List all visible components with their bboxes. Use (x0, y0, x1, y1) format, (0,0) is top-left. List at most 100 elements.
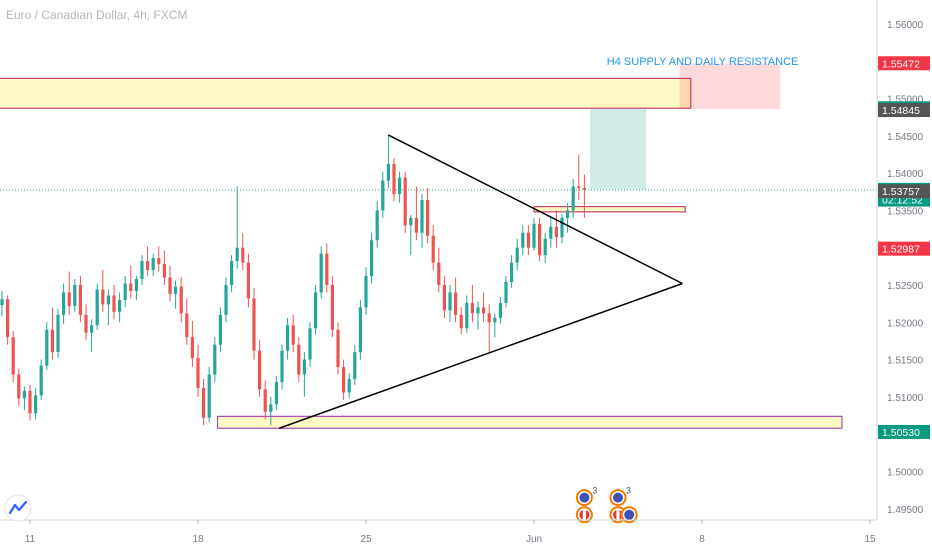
time-tick-label: 18 (192, 534, 204, 545)
candle (560, 217, 564, 238)
candle (543, 238, 547, 256)
price-tick-label: 1.56000 (887, 20, 924, 31)
candle (482, 307, 486, 314)
candle (336, 329, 340, 368)
price-label-badge (878, 184, 930, 199)
candle (319, 253, 323, 293)
candle (308, 328, 312, 360)
candle (571, 186, 575, 211)
demand-zone (217, 415, 843, 429)
time-tick-label: 11 (25, 534, 36, 545)
candle (45, 329, 49, 366)
price-tick-label: 1.50000 (887, 468, 924, 479)
price-tick-label: 1.54500 (887, 132, 924, 143)
candle (302, 359, 306, 375)
candle (84, 314, 88, 333)
candle (269, 404, 273, 412)
price-tick-label: 1.51500 (887, 356, 924, 367)
candle (504, 282, 508, 303)
candle (106, 295, 110, 305)
candle (403, 177, 407, 226)
candle (252, 298, 256, 351)
candle (263, 389, 267, 412)
candle (291, 325, 295, 345)
candle (235, 247, 239, 262)
candle (521, 232, 525, 248)
candle (476, 307, 480, 314)
candle (146, 261, 150, 271)
candle (510, 262, 514, 283)
short-position-small-target (590, 108, 646, 190)
candle (420, 199, 424, 233)
price-tick-label: 1.54000 (887, 169, 924, 180)
candle (129, 283, 133, 291)
candle (297, 344, 301, 375)
candle (241, 247, 245, 263)
price-label: 1.50530 (882, 427, 920, 439)
candle (56, 314, 60, 353)
candle (526, 232, 530, 248)
candle (409, 217, 413, 226)
candle (498, 302, 502, 318)
candle (213, 344, 217, 375)
price-tick-label: 1.51000 (887, 393, 924, 404)
price-tick-label: 1.52000 (887, 318, 924, 329)
price-tick-label: 1.55000 (887, 94, 924, 105)
candle (375, 210, 379, 241)
price-tick-label: 1.53500 (887, 206, 924, 217)
candle (246, 262, 250, 299)
price-tick-label: 1.49500 (887, 505, 924, 516)
candle (101, 289, 105, 305)
candle (34, 395, 38, 414)
candle (174, 286, 178, 294)
candle (140, 261, 144, 280)
supply-zone (0, 77, 692, 109)
price-label: 1.54845 (882, 105, 920, 117)
candle (538, 223, 542, 256)
candle (190, 337, 194, 359)
candle (386, 164, 390, 181)
candle (392, 164, 396, 194)
candle (347, 378, 351, 393)
candle (314, 292, 318, 329)
ca-event-icon-band (616, 509, 620, 520)
candle (11, 337, 15, 375)
candle (532, 223, 536, 248)
candle (325, 253, 329, 285)
candle (168, 277, 172, 294)
candle (353, 352, 357, 379)
candle (78, 284, 82, 315)
candle (414, 217, 418, 233)
triangle-upper-line (388, 134, 683, 285)
candle (28, 390, 32, 414)
candle (381, 180, 385, 211)
candle (67, 292, 71, 306)
price-label: 1.55472 (882, 58, 920, 70)
time-tick-label: 25 (360, 534, 372, 545)
eu-event-icon-flag (613, 492, 623, 503)
candles (0, 134, 586, 426)
candle (95, 289, 99, 326)
eu-event-icon-flag (624, 509, 635, 520)
candle (50, 329, 54, 353)
price-label-badge (878, 56, 930, 71)
candle (448, 292, 452, 311)
tradingview-logo-icon (4, 494, 32, 522)
candle (566, 210, 570, 218)
candle (280, 350, 284, 382)
candle (582, 188, 586, 190)
candle (151, 258, 155, 271)
candle (118, 299, 122, 312)
event-count: 3 (626, 486, 631, 496)
candle (398, 177, 402, 194)
candle (364, 276, 368, 308)
event-count: 3 (592, 486, 597, 496)
candle (0, 299, 4, 306)
candle (426, 199, 430, 236)
candle (17, 374, 21, 399)
eu-event-icon-flag (579, 492, 590, 503)
candle (6, 299, 10, 338)
candle (330, 284, 334, 330)
